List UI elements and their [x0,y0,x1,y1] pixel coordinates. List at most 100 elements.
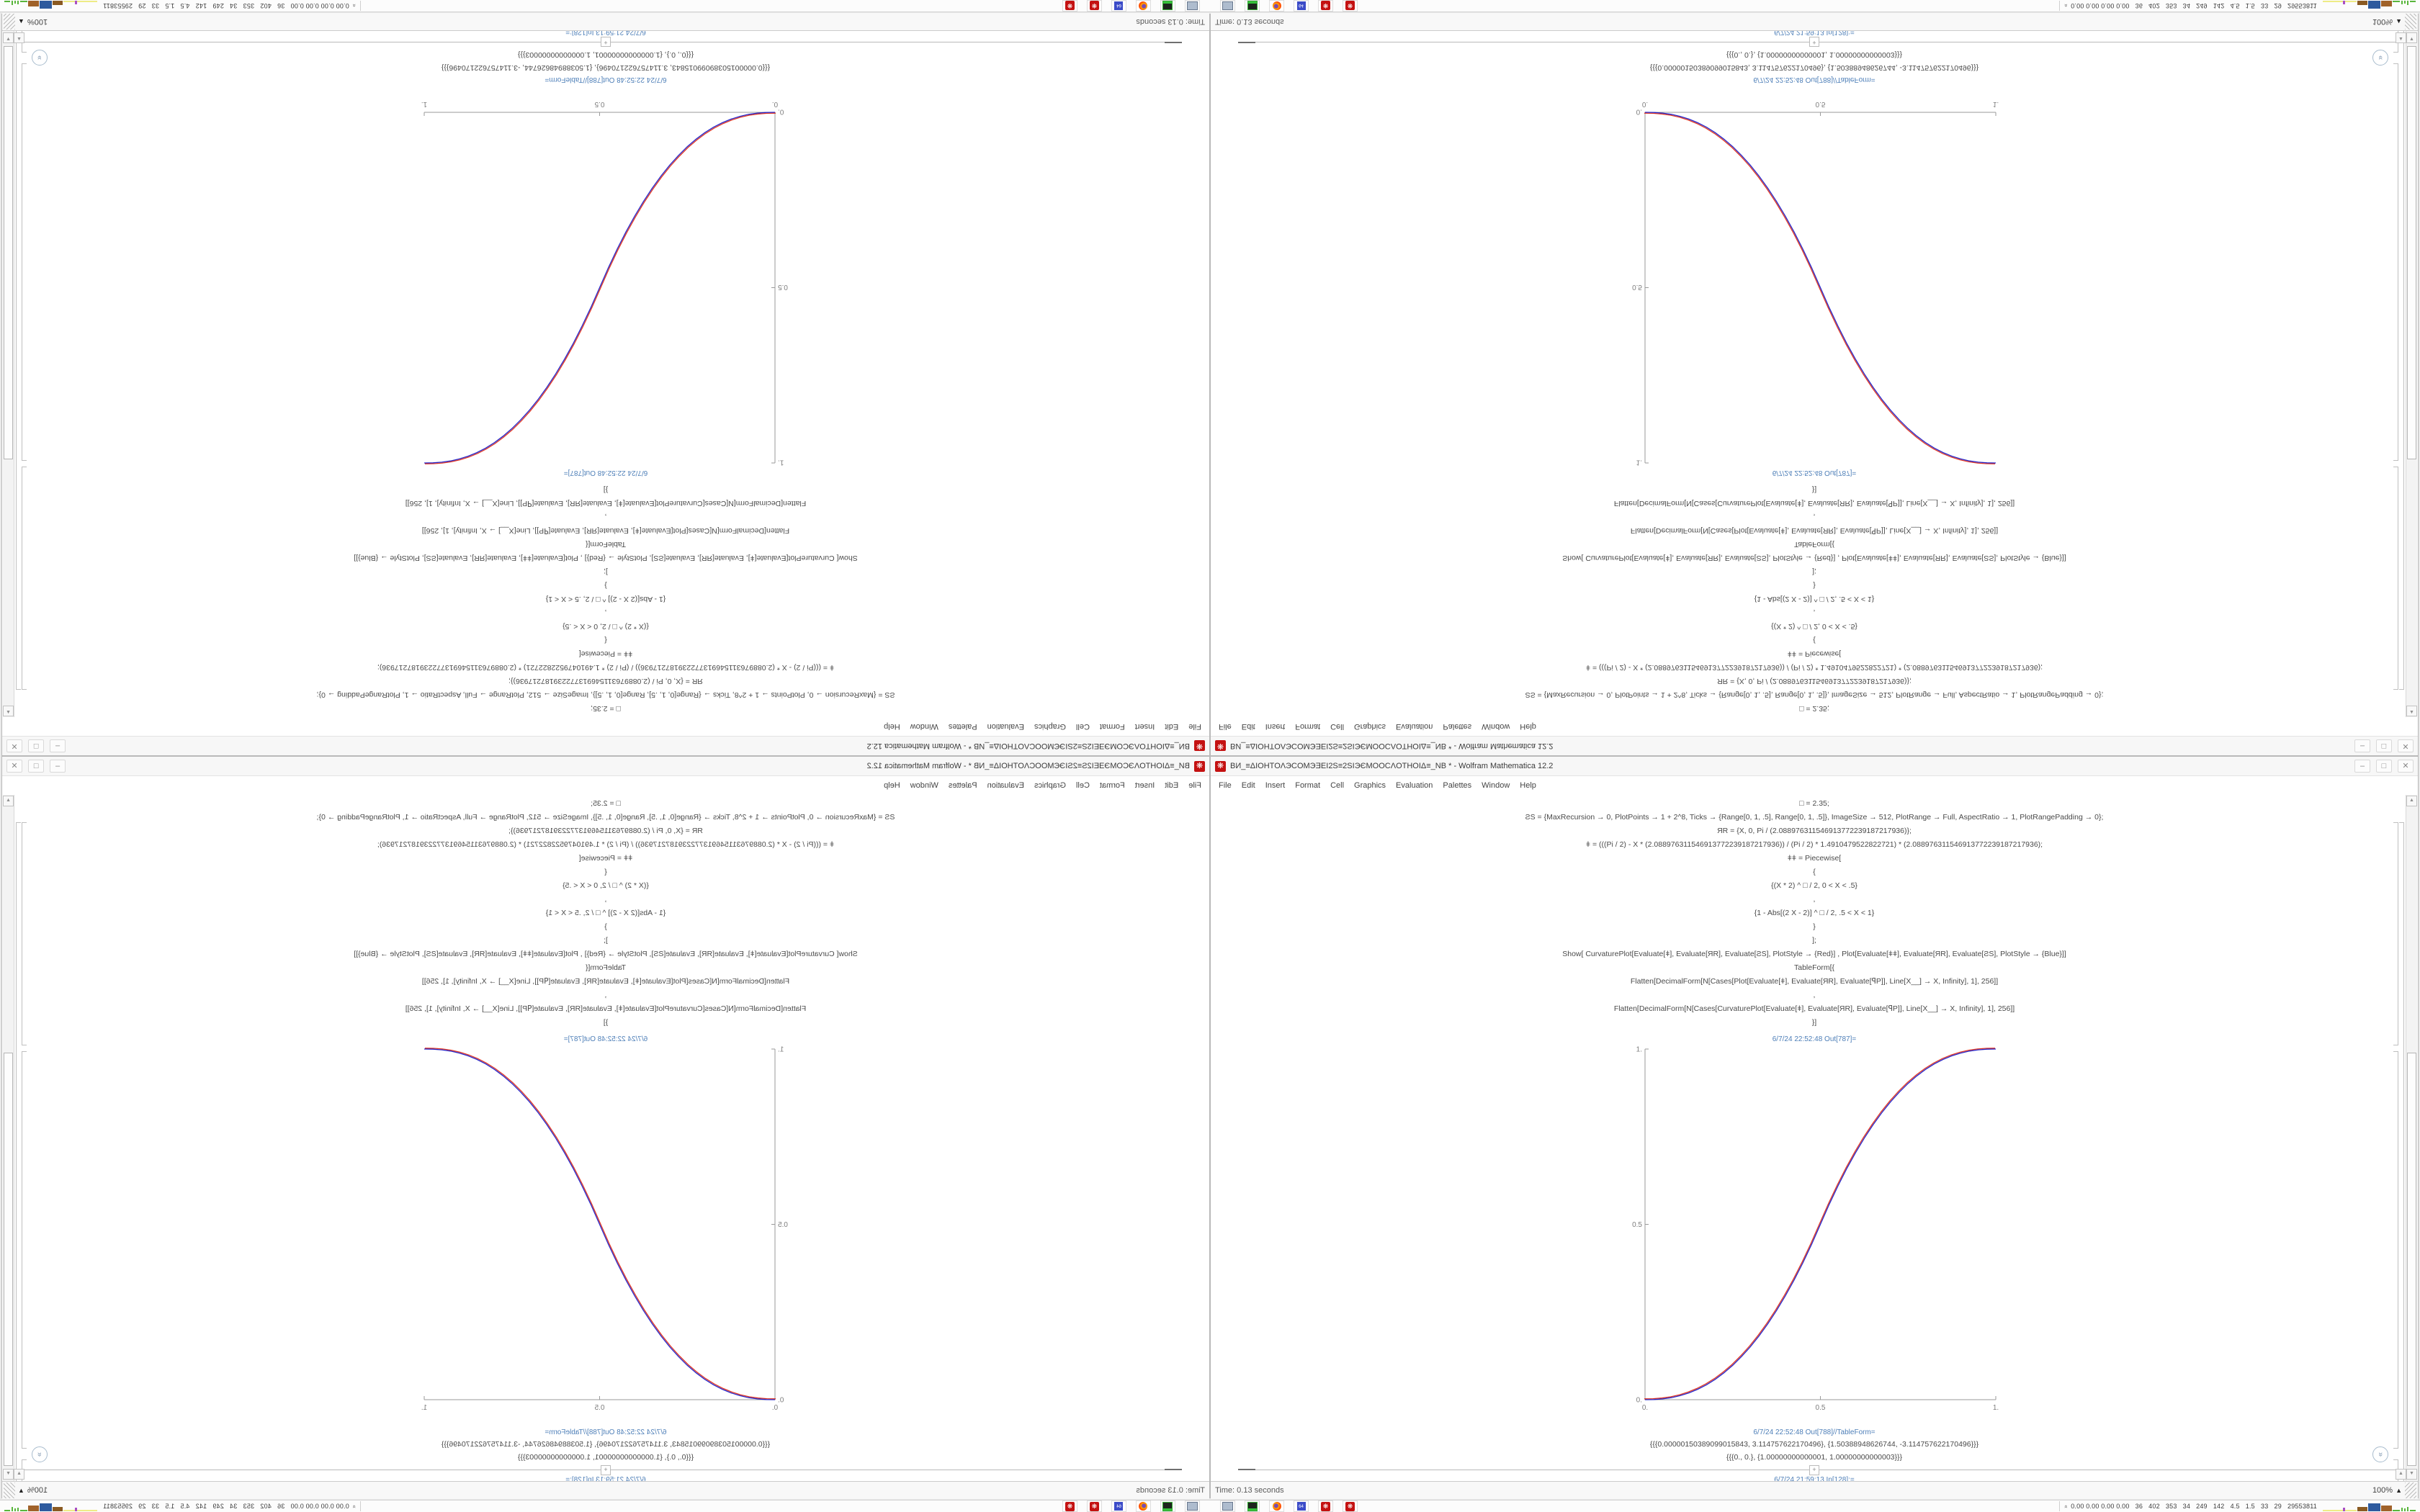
code-line[interactable]: Flatten[DecimalForm[N[Cases[CurvaturePlo… [405,499,807,508]
code-line[interactable]: , [604,608,607,617]
firefox-icon[interactable] [1136,0,1151,12]
code-line[interactable]: {1 - Abs[(2 X - 2)] ^ □ / 2, .5 < X < 1} [1754,909,1875,917]
computer-monitor-icon[interactable] [1220,1500,1235,1512]
firefox-icon[interactable] [1269,1500,1284,1512]
computer-monitor-icon[interactable] [1185,0,1200,12]
title-bar[interactable]: ❋ ВИ_≡ΔIOHTOΛЭCOMЭƎEI2S≡2SIЭЄMOOCΛOTHOIΔ… [1211,757,2418,776]
menu-item[interactable]: File [1188,781,1201,790]
zoom-popup-triangle-icon[interactable]: ▲ [18,18,24,25]
elide-output-chevron-icon[interactable]: » [2372,1446,2388,1462]
code-line[interactable]: Show[ CurvaturePlot[Evaluate[ǂ], Evaluat… [1562,554,2066,562]
floppy-64-icon[interactable]: 64 [1294,1500,1309,1512]
menu-item[interactable]: Evaluation [987,781,1024,790]
cell-bracket-plot-output[interactable] [22,1051,27,1449]
code-line[interactable]: }] [1811,1018,1817,1027]
code-line[interactable]: □ = 2.35; [1799,704,1829,713]
elide-output-chevron-icon[interactable]: » [32,50,48,66]
scroll-up-icon[interactable]: ▲ [2396,32,2406,43]
code-line[interactable]: {(X * 2) ^ □ / 2, 0 < X < .5} [1771,881,1857,890]
title-bar[interactable]: ❋ ВИ_≡ΔIOHTOΛЭCOMЭƎEI2S≡2SIЭЄMOOCΛOTHOIΔ… [2,736,1209,755]
menu-item[interactable]: Window [910,722,938,731]
scroll-up-icon[interactable]: ▲ [14,32,24,43]
code-line[interactable]: }] [1811,485,1817,494]
scroll-up-icon[interactable]: ▲ [2396,1469,2406,1480]
menu-item[interactable]: Evaluation [1396,781,1433,790]
notebook-content[interactable]: □ = 2.35; ƧS = {MaxRecursion → 0, PlotPoi… [2,795,1209,1481]
magnification-control[interactable]: 100% ▲ [2372,14,2418,30]
menu-item[interactable]: Palettes [1443,722,1472,731]
menu-item[interactable]: Edit [1165,722,1179,731]
code-line[interactable]: ƧS = {MaxRecursion → 0, PlotPoints → 1 +… [316,813,895,822]
menu-item[interactable]: Window [1482,781,1510,790]
code-line[interactable]: Flatten[DecimalForm[N[Cases[CurvaturePlo… [1613,1004,2015,1013]
notebook-content[interactable]: □ = 2.35; ƧS = {MaxRecursion → 0, PlotPoi… [2,31,1209,717]
zoom-level[interactable]: 100% [27,17,48,26]
menu-item[interactable]: Insert [1265,722,1286,731]
cell-bracket-group[interactable] [16,31,21,690]
code-line[interactable]: ]; [604,936,608,945]
scrollbar-thumb[interactable] [2407,1053,2416,1466]
code-line[interactable]: , [604,991,607,999]
vertical-scrollbar[interactable]: ▲ [2406,31,2417,717]
cell-bracket-input[interactable] [2393,822,2398,1045]
code-line[interactable]: , [1813,608,1816,617]
code-line[interactable]: } [604,922,607,931]
scroll-up-icon[interactable]: ▲ [3,706,14,716]
menu-item[interactable]: Format [1099,781,1125,790]
code-line[interactable]: ]; [604,567,608,576]
maximize-button[interactable]: □ [28,760,44,773]
vertical-scrollbar[interactable]: ▲ [3,31,14,717]
maximize-button[interactable]: □ [2376,739,2392,752]
code-line[interactable]: ǂǂ = Piecewise[ [1787,649,1842,658]
zoom-level[interactable]: 100% [27,1486,48,1495]
menu-item[interactable]: Format [1295,781,1321,790]
firefox-icon[interactable] [1269,0,1284,12]
tray-chevron-icon[interactable]: » [351,1504,358,1508]
code-line[interactable]: TableForm[{ [1793,540,1835,549]
minimize-button[interactable]: – [50,739,66,752]
code-line[interactable]: ǂǂ = Piecewise[ [578,854,633,863]
menu-item[interactable]: Edit [1165,781,1179,790]
scrollbar-thumb[interactable] [2407,46,2416,459]
menu-item[interactable]: Palettes [948,781,977,790]
code-line[interactable]: ǂ = (((Pi / 2) - X * (2.0889763115469137… [1585,840,2043,849]
code-line[interactable]: {(X * 2) ^ □ / 2, 0 < X < .5} [563,622,649,631]
code-line[interactable]: TableForm[{ [585,540,627,549]
input-code-cell[interactable]: □ = 2.35; ƧS = {MaxRecursion → 0, PlotPoi… [2,797,1209,1030]
vertical-scrollbar[interactable]: ▲ [3,795,14,1481]
zoom-popup-triangle-icon[interactable]: ▲ [18,1487,24,1494]
code-line[interactable]: Flatten[DecimalForm[N[Cases[CurvaturePlo… [405,1004,807,1013]
code-line[interactable]: □ = 2.35; [591,799,621,808]
disk-device-icon[interactable] [1245,0,1260,12]
scroll-up-icon[interactable]: ▲ [2406,796,2417,806]
code-line[interactable]: TableForm[{ [1793,963,1835,972]
code-line[interactable]: , [1813,513,1816,521]
elide-output-chevron-icon[interactable]: » [2372,50,2388,66]
code-line[interactable]: ƧS = {MaxRecursion → 0, PlotPoints → 1 +… [316,690,895,699]
code-line[interactable]: {1 - Abs[(2 X - 2)] ^ □ / 2, .5 < X < 1} [545,909,666,917]
code-line[interactable]: }] [603,485,609,494]
maximize-button[interactable]: □ [28,739,44,752]
code-line[interactable]: ЯR = {X, 0, Pi / (2.08897631154691377223… [508,677,703,685]
menu-item[interactable]: Palettes [1443,781,1472,790]
code-line[interactable]: { [1813,868,1816,876]
notebook-content[interactable]: □ = 2.35; ƧS = {MaxRecursion → 0, PlotPoi… [1211,795,2418,1481]
scroll-down-icon[interactable]: ▼ [3,32,14,43]
code-line[interactable]: ƧS = {MaxRecursion → 0, PlotPoints → 1 +… [1525,813,2104,822]
mathematica-taskbar-icon[interactable]: ❋ [1343,1500,1358,1512]
menu-item[interactable]: Cell [1330,781,1345,790]
code-line[interactable]: {(X * 2) ^ □ / 2, 0 < X < .5} [563,881,649,890]
zoom-level[interactable]: 100% [2372,17,2393,26]
menu-item[interactable]: Format [1295,722,1321,731]
close-button[interactable]: ✕ [6,760,22,773]
computer-monitor-icon[interactable] [1185,1500,1200,1512]
code-line[interactable]: Flatten[DecimalForm[N[Cases[Plot[Evaluat… [421,526,790,535]
firefox-icon[interactable] [1136,1500,1151,1512]
code-line[interactable]: ]; [1812,936,1816,945]
floppy-64-icon[interactable]: 64 [1294,0,1309,12]
menu-item[interactable]: Cell [1075,722,1090,731]
menu-item[interactable]: Insert [1134,722,1155,731]
code-line[interactable]: ǂǂ = Piecewise[ [1787,854,1842,863]
code-line[interactable]: □ = 2.35; [591,704,621,713]
computer-monitor-icon[interactable] [1220,0,1235,12]
